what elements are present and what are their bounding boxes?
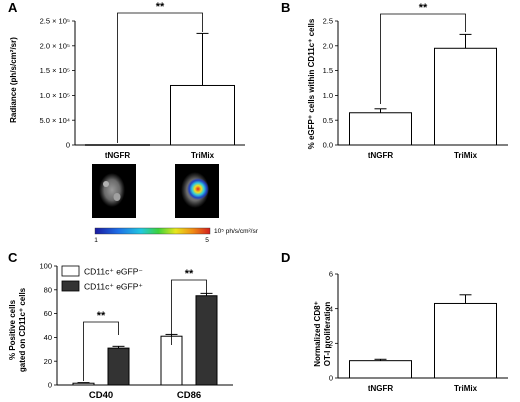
axes-b: 0.0 0.5 1.0 1.5 2.0 2.5 tNGFR TriMix ** [323, 2, 508, 160]
y-axis-label-a: Radiance (ph/s/cm²/sr) [9, 37, 18, 123]
bar-d-tngfr [349, 360, 412, 379]
x-tick-label-c: CD40 [89, 390, 113, 401]
y-tick-label-d: 4 [329, 304, 333, 313]
y-tick-label-a: 2.5 × 10⁵ [40, 17, 70, 26]
x-tick-label-d: TriMix [454, 384, 478, 393]
y-tick-label-b: 0.5 [323, 116, 333, 125]
axes-d: 0 2 4 6 tNGFR TriMix [329, 270, 508, 393]
x-tick-label-b: tNGFR [368, 151, 394, 160]
y-tick-label-a: 0 [66, 141, 70, 150]
significance-label-c-cd86: ** [185, 268, 194, 280]
axes-c: 0 20 40 60 80 100 CD40 CD86 ** ** [39, 262, 233, 401]
panel-a: A Radiance (ph/s/cm²/sr) 0 5.0 × 10⁴ 1.0 ×… [8, 0, 259, 244]
bar-a-tngfr [85, 144, 150, 146]
y-tick-label-b: 0.0 [323, 141, 333, 150]
significance-bracket-c-cd86 [171, 279, 207, 345]
x-tick-label-c: CD86 [177, 390, 201, 401]
y-tick-label-a: 1.0 × 10⁵ [40, 91, 70, 100]
significance-label-c-cd40: ** [97, 310, 106, 322]
x-tick-label-d: tNGFR [368, 384, 394, 393]
bar-c-cd40-series0 [72, 382, 95, 386]
image-tngfr-mouse [92, 164, 136, 218]
bar-c-cd40-series1 [107, 347, 130, 386]
colorbar-min-label: 1 [94, 237, 98, 244]
panel-label-b: B [281, 0, 290, 15]
legend-label-egfp-pos: CD11c⁺ eGFP⁺ [84, 282, 143, 292]
significance-label-b: ** [419, 2, 428, 14]
bar-b-trimix [434, 47, 497, 146]
x-tick-label-b: TriMix [454, 151, 478, 160]
panel-label-d: D [281, 250, 290, 265]
y-tick-label-c: 20 [44, 357, 52, 366]
y-tick-label-b: 2.0 [323, 41, 333, 50]
y-tick-label-c: 40 [44, 333, 52, 342]
panel-label-c: C [8, 250, 18, 265]
y-tick-label-c: 0 [48, 381, 52, 390]
legend-label-egfp-neg: CD11c⁺ eGFP⁻ [84, 267, 143, 277]
colorbar-unit-label: 10⁵ ph/s/cm²/sr [214, 228, 259, 235]
legend-swatch-egfp-pos [61, 280, 80, 292]
bar-d-trimix [434, 302, 497, 379]
y-axis-label-d-line1: Normalized CD8⁺ [313, 301, 322, 367]
x-tick-label-a: tNGFR [105, 151, 131, 160]
y-tick-label-d: 2 [329, 339, 333, 348]
y-tick-label-a: 1.5 × 10⁵ [40, 66, 70, 75]
legend-c: CD11c⁺ eGFP⁻ CD11c⁺ eGFP⁺ [61, 265, 143, 292]
y-tick-label-b: 1.5 [323, 66, 333, 75]
bar-a-trimix [170, 84, 235, 146]
axes-a: 0 5.0 × 10⁴ 1.0 × 10⁵ 1.5 × 10⁵ 2.0 × 10⁵ 2.5… [39, 1, 245, 160]
legend-swatch-egfp-neg [61, 265, 80, 277]
panel-b: B % eGFP⁺ cells within CD11c⁺ cells 0.00… [281, 0, 508, 160]
y-tick-label-b: 2.5 [323, 17, 333, 26]
panel-label-a: A [8, 0, 18, 15]
y-tick-label-a: 2.0 × 10⁵ [40, 41, 70, 50]
panel-c: C % Positive cells gated on CD11c⁺ cells… [8, 250, 233, 401]
y-axis-label-d-line2: OT-I proliferation [323, 302, 332, 367]
significance-bracket-c-cd40 [83, 321, 119, 381]
significance-bracket-b [380, 13, 466, 104]
y-tick-label-c: 100 [39, 262, 52, 271]
significance-label-a: ** [156, 1, 165, 13]
panel-d: D Normalized CD8⁺ OT-I proliferation 0 2 4… [281, 250, 508, 393]
y-axis-label-b: % eGFP⁺ cells within CD11c⁺ cells [307, 18, 316, 149]
colorbar: 1 5 10⁵ ph/s/cm²/sr [94, 227, 259, 244]
y-tick-label-c: 80 [44, 285, 52, 294]
y-axis-label-c-line1: % Positive cells [8, 299, 17, 360]
bar-c-cd86-series1 [195, 295, 218, 386]
y-axis-label-c-line2: gated on CD11c⁺ cells [18, 287, 27, 372]
y-tick-label-b: 1.0 [323, 91, 333, 100]
y-tick-label-a: 5.0 × 10⁴ [39, 116, 70, 125]
colorbar-max-label: 5 [205, 237, 209, 244]
y-tick-label-c: 60 [44, 309, 52, 318]
y-tick-label-d: 6 [329, 270, 333, 279]
significance-bracket-a [117, 12, 203, 143]
y-tick-label-d: 0 [329, 374, 333, 383]
x-tick-label-a: TriMix [191, 151, 215, 160]
image-trimix-mouse [175, 164, 219, 218]
bar-b-tngfr [349, 112, 412, 146]
